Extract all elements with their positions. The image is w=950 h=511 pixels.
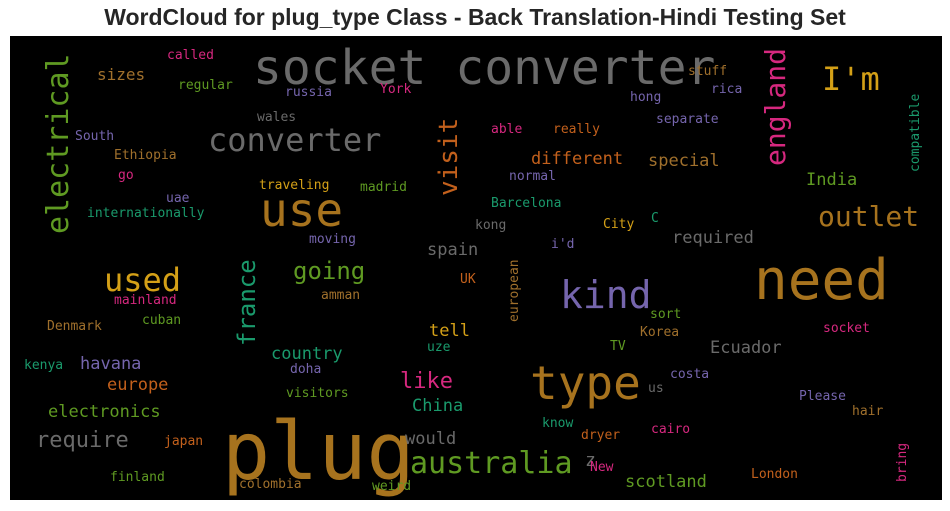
wordcloud-word: hair xyxy=(852,404,883,419)
wordcloud-word: i'd xyxy=(551,237,574,252)
wordcloud-word: finland xyxy=(110,470,165,485)
wordcloud-word: weird xyxy=(372,479,411,494)
wordcloud-word: scotland xyxy=(625,472,707,492)
wordcloud-word: uze xyxy=(427,340,451,355)
wordcloud-word: require xyxy=(36,428,129,453)
wordcloud-word: japan xyxy=(164,434,203,449)
wordcloud-word: z xyxy=(585,450,596,471)
wordcloud-word: tell xyxy=(429,321,470,341)
wordcloud-word: visit xyxy=(434,118,464,196)
wordcloud-word: used xyxy=(104,261,181,299)
wordcloud-word: kenya xyxy=(24,358,63,373)
wordcloud-word: russia xyxy=(285,85,332,100)
wordcloud-word: hong xyxy=(630,90,661,105)
wordcloud-word: India xyxy=(806,170,857,190)
wordcloud-word: able xyxy=(491,122,522,137)
chart-title: WordCloud for plug_type Class - Back Tra… xyxy=(104,4,846,30)
wordcloud-svg: socket converter plug need use type kind conve… xyxy=(10,36,942,500)
wordcloud-word: China xyxy=(412,396,463,416)
wordcloud-word: Ecuador xyxy=(710,338,782,358)
wordcloud-word: called xyxy=(167,48,214,63)
wordcloud-word: electronics xyxy=(48,402,161,422)
wordcloud-word: doha xyxy=(290,362,321,377)
wordcloud-word: use xyxy=(260,183,343,237)
wordcloud-word: Ethiopia xyxy=(114,148,177,163)
wordcloud-word: Barcelona xyxy=(491,196,561,211)
wordcloud-word: amman xyxy=(321,288,360,303)
wordcloud-word: required xyxy=(672,228,754,248)
wordcloud-word: I'm xyxy=(822,60,880,98)
wordcloud-word: TV xyxy=(610,339,626,354)
wordcloud-word: regular xyxy=(178,78,233,93)
wordcloud-word: visitors xyxy=(286,386,349,401)
wordcloud-word: type xyxy=(530,356,641,410)
wordcloud-word: kind xyxy=(560,273,652,317)
wordcloud-word: outlet xyxy=(818,200,919,233)
wordcloud-word: City xyxy=(603,217,634,232)
wordcloud-word: uae xyxy=(166,191,190,206)
wordcloud-word: South xyxy=(75,129,114,144)
wordcloud-word: electrical xyxy=(41,53,76,234)
wordcloud-word: havana xyxy=(80,354,141,374)
wordcloud-word: stuff xyxy=(688,64,727,79)
wordcloud-word: colombia xyxy=(239,477,302,492)
wordcloud-word: spain xyxy=(427,240,478,260)
wordcloud-word: London xyxy=(751,467,798,482)
wordcloud-word: go xyxy=(118,168,134,183)
wordcloud-word: wales xyxy=(257,110,296,125)
wordcloud-word: sort xyxy=(650,307,681,322)
wordcloud-word: us xyxy=(648,381,664,396)
wordcloud-word: going xyxy=(293,257,365,285)
wordcloud-word: compatible xyxy=(908,94,923,172)
wordcloud-word: socket converter xyxy=(253,40,715,96)
wordcloud-word: plug xyxy=(222,405,415,498)
wordcloud-word: europe xyxy=(107,375,168,395)
wordcloud-word: cairo xyxy=(651,422,690,437)
wordcloud-word: C xyxy=(651,211,659,226)
wordcloud-word: UK xyxy=(460,272,476,287)
wordcloud-word: sizes xyxy=(97,65,145,84)
wordcloud-word: traveling xyxy=(259,178,329,193)
wordcloud-word: dryer xyxy=(581,428,620,443)
wordcloud-word: York xyxy=(380,82,411,97)
wordcloud-word: rica xyxy=(711,82,742,97)
wordcloud-word: moving xyxy=(309,232,356,247)
wordcloud-word: Korea xyxy=(640,325,679,340)
wordcloud-word: special xyxy=(648,151,720,171)
wordcloud-word: cuban xyxy=(142,313,181,328)
wordcloud-word: france xyxy=(233,259,261,346)
wordcloud-word: mainland xyxy=(114,293,177,308)
wordcloud-canvas: socket converter plug need use type kind conve… xyxy=(10,36,942,500)
wordcloud-word: New xyxy=(590,460,614,475)
wordcloud-word: normal xyxy=(509,169,556,184)
wordcloud-word: country xyxy=(271,344,343,364)
wordcloud-word: madrid xyxy=(360,180,407,195)
wordcloud-word: england xyxy=(759,48,792,166)
wordcloud-word: Denmark xyxy=(47,319,102,334)
wordcloud-word: know xyxy=(542,416,573,431)
wordcloud-word: really xyxy=(553,122,600,137)
wordcloud-word: costa xyxy=(670,367,709,382)
wordcloud-background xyxy=(10,36,942,500)
wordcloud-word: like xyxy=(400,369,453,394)
wordcloud-word: separate xyxy=(656,112,719,127)
wordcloud-word: Please xyxy=(799,389,846,404)
wordcloud-word: european xyxy=(507,259,522,322)
wordcloud-word: kong xyxy=(475,218,506,233)
wordcloud-word: different xyxy=(531,149,623,169)
wordcloud-word: would xyxy=(405,429,456,449)
wordcloud-word: australia xyxy=(410,446,573,481)
wordcloud-word: converter xyxy=(208,121,381,159)
wordcloud-word: internationally xyxy=(87,206,205,221)
wordcloud-word: need xyxy=(754,248,889,313)
wordcloud-word: socket xyxy=(823,321,870,336)
wordcloud-word: bring xyxy=(895,443,910,482)
